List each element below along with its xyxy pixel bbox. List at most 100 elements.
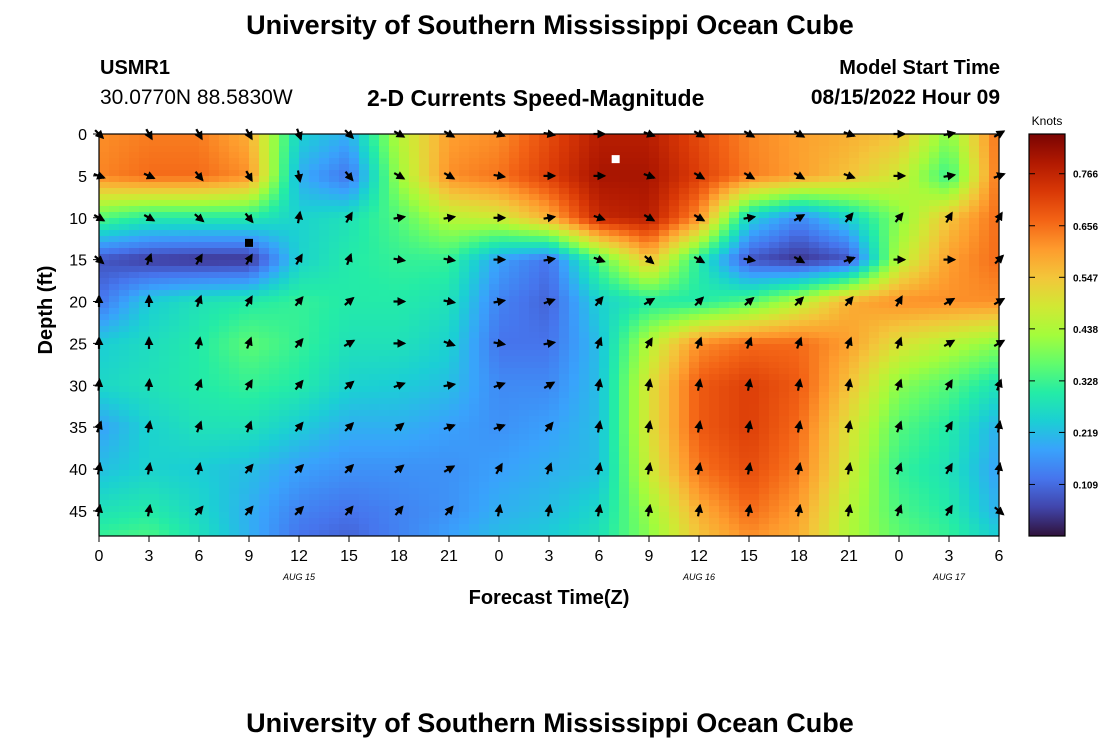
heatmap-cell <box>119 176 130 183</box>
heatmap-cell <box>129 458 140 465</box>
heatmap-cell <box>239 356 250 363</box>
heatmap-cell <box>579 320 590 327</box>
heatmap-cell <box>539 284 550 291</box>
heatmap-cell <box>809 404 820 411</box>
heatmap-cell <box>769 158 780 165</box>
heatmap-cell <box>569 272 580 279</box>
heatmap-cell <box>769 206 780 213</box>
heatmap-cell <box>729 416 740 423</box>
heatmap-cell <box>869 320 880 327</box>
heatmap-cell <box>459 188 470 195</box>
heatmap-cell <box>289 296 300 303</box>
heatmap-cell <box>549 194 560 201</box>
heatmap-cell <box>769 374 780 381</box>
heatmap-cell <box>329 236 340 243</box>
heatmap-cell <box>289 386 300 393</box>
heatmap-cell <box>949 182 960 189</box>
heatmap-cell <box>699 458 710 465</box>
heatmap-cell <box>269 290 280 297</box>
heatmap-cell <box>179 170 190 177</box>
heatmap-cell <box>319 458 330 465</box>
heatmap-cell <box>809 428 820 435</box>
heatmap-cell <box>489 260 500 267</box>
heatmap-cell <box>829 344 840 351</box>
heatmap-cell <box>499 392 510 399</box>
heatmap-cell <box>529 170 540 177</box>
heatmap-cell <box>749 242 760 249</box>
heatmap-cell <box>139 290 150 297</box>
heatmap-cell <box>759 188 770 195</box>
heatmap-cell <box>729 302 740 309</box>
heatmap-cell <box>189 296 200 303</box>
heatmap-cell <box>569 164 580 171</box>
heatmap-cell <box>529 320 540 327</box>
heatmap-cell <box>519 440 530 447</box>
heatmap-cell <box>229 194 240 201</box>
heatmap-cell <box>839 194 850 201</box>
heatmap-cell <box>939 134 950 141</box>
heatmap-cell <box>819 284 830 291</box>
heatmap-cell <box>529 410 540 417</box>
heatmap-cell <box>159 230 170 237</box>
heatmap-cell <box>699 206 710 213</box>
heatmap-cell <box>909 362 920 369</box>
heatmap-cell <box>619 308 630 315</box>
heatmap-cell <box>109 416 120 423</box>
heatmap-cell <box>309 356 320 363</box>
heatmap-cell <box>809 170 820 177</box>
heatmap-cell <box>259 212 270 219</box>
heatmap-cell <box>979 224 990 231</box>
heatmap-cell <box>419 242 430 249</box>
heatmap-cell <box>749 320 760 327</box>
heatmap-cell <box>689 362 700 369</box>
heatmap-cell <box>659 224 670 231</box>
heatmap-cell <box>489 218 500 225</box>
heatmap-cell <box>649 242 660 249</box>
heatmap-cell <box>339 410 350 417</box>
heatmap-cell <box>349 368 360 375</box>
heatmap-cell <box>119 302 130 309</box>
heatmap-cell <box>919 452 930 459</box>
heatmap-cell <box>909 140 920 147</box>
heatmap-cell <box>469 350 480 357</box>
heatmap-cell <box>789 266 800 273</box>
heatmap-cell <box>949 224 960 231</box>
heatmap-cell <box>349 212 360 219</box>
heatmap-cell <box>539 296 550 303</box>
heatmap-cell <box>359 446 370 453</box>
heatmap-cell <box>149 224 160 231</box>
heatmap-cell <box>469 272 480 279</box>
heatmap-cell <box>739 338 750 345</box>
heatmap-cell <box>649 140 660 147</box>
heatmap-cell <box>459 254 470 261</box>
heatmap-cell <box>909 212 920 219</box>
heatmap-cell <box>559 224 570 231</box>
heatmap-cell <box>129 308 140 315</box>
heatmap-cell <box>229 380 240 387</box>
heatmap-cell <box>239 428 250 435</box>
heatmap-cell <box>369 368 380 375</box>
heatmap-cell <box>699 386 710 393</box>
heatmap-cell <box>519 350 530 357</box>
heatmap-cell <box>669 350 680 357</box>
heatmap-cell <box>319 188 330 195</box>
heatmap-cell <box>799 350 810 357</box>
heatmap-cell <box>479 158 490 165</box>
heatmap-cell <box>789 392 800 399</box>
heatmap-cell <box>179 146 190 153</box>
heatmap-cell <box>869 242 880 249</box>
heatmap-cell <box>159 260 170 267</box>
heatmap-cell <box>809 212 820 219</box>
heatmap-cell <box>979 434 990 441</box>
heatmap-cell <box>409 206 420 213</box>
heatmap-cell <box>439 416 450 423</box>
heatmap-cell <box>599 332 610 339</box>
heatmap-cell <box>539 320 550 327</box>
heatmap-cell <box>189 200 200 207</box>
heatmap-cell <box>479 194 490 201</box>
heatmap-cell <box>519 290 530 297</box>
heatmap-cell <box>849 422 860 429</box>
heatmap-cell <box>439 194 450 201</box>
heatmap-cell <box>239 146 250 153</box>
heatmap-cell <box>379 266 390 273</box>
